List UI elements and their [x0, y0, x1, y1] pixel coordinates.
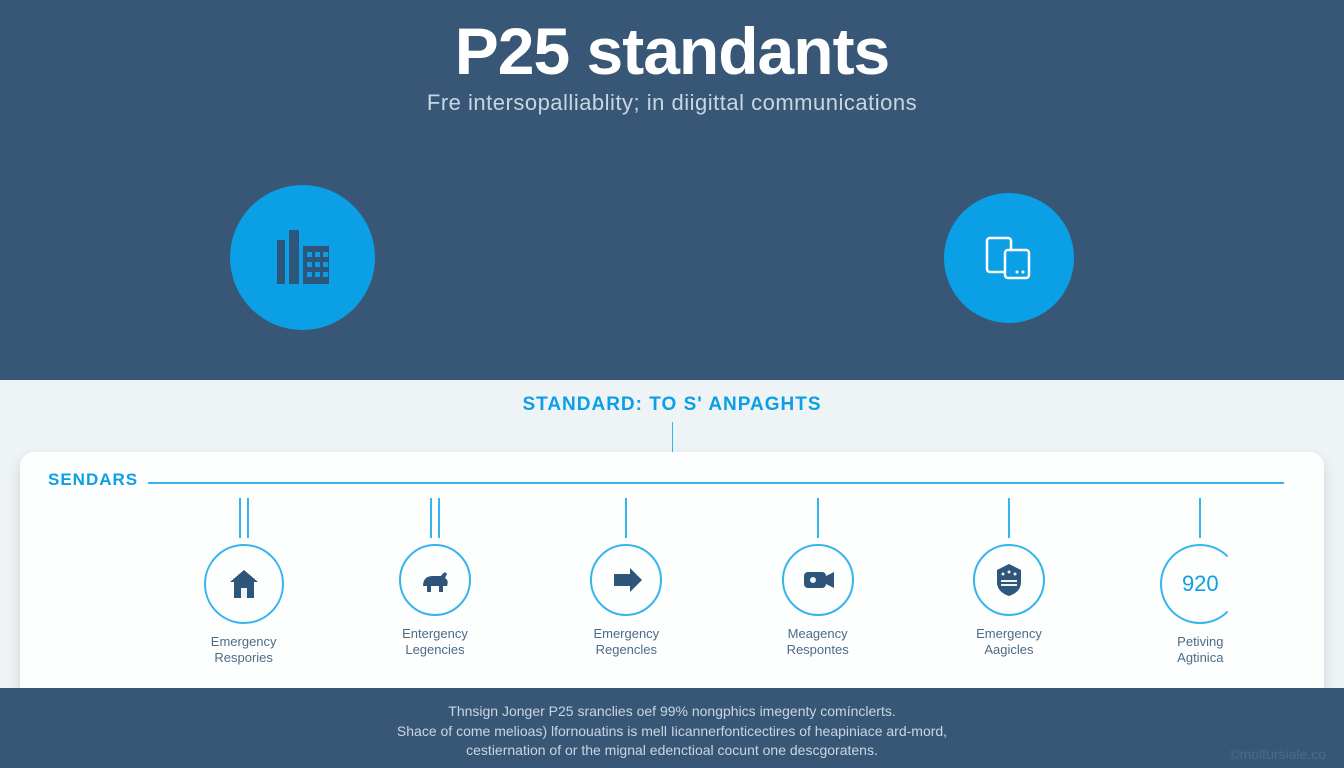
timeline-track	[148, 482, 1284, 484]
timeline-axis-label: SENDARS	[48, 470, 1296, 490]
timeline-caption: EmergencyAagicles	[976, 626, 1042, 659]
timeline-caption: PetivingAgtinica	[1177, 634, 1223, 667]
camera-icon	[798, 560, 838, 600]
timeline-items: EmergencyRespories EntergencyLegencies	[48, 498, 1296, 667]
timeline-tick	[438, 498, 440, 538]
divider-line	[672, 422, 673, 452]
timeline-tick	[817, 498, 819, 538]
badge-icon	[989, 560, 1029, 600]
timeline-item: EmergencyRegencles	[531, 498, 722, 667]
timeline-circle	[204, 544, 284, 624]
timeline-caption: EmergencyRegencles	[593, 626, 659, 659]
timeline-item: 920 PetivingAgtinica	[1105, 498, 1296, 667]
hero-section: P25 standants Fre intersopalliablity; in…	[0, 0, 1344, 380]
footer-line: Shace of come melioas) lfornouatins is m…	[0, 722, 1344, 742]
timeline-number: 920	[1182, 571, 1219, 597]
credit-text: ©moltursiale.co	[1229, 746, 1326, 762]
animal-icon	[415, 560, 455, 600]
page-subtitle: Fre intersopalliablity; in diigittal com…	[0, 90, 1344, 116]
hero-circle-right	[944, 193, 1074, 323]
timeline-tick	[1008, 498, 1010, 538]
footer-line: cestiernation of or the mignal edenctioa…	[0, 741, 1344, 761]
timeline-card: SENDARS EmergencyRespories	[20, 452, 1324, 701]
section-title: STANDARD: TO S' ANPAGHTS	[0, 380, 1344, 416]
timeline-circle	[973, 544, 1045, 616]
page-title: P25 standants	[0, 18, 1344, 84]
hero-icons-row	[0, 185, 1344, 330]
timeline-tick	[625, 498, 627, 538]
timeline-item: MeagencyRespontes	[722, 498, 913, 667]
building-icon	[267, 222, 339, 294]
timeline-circle: 920	[1160, 544, 1240, 624]
timeline-item: EntergencyLegencies	[339, 498, 530, 667]
devices-icon	[977, 226, 1041, 290]
timeline-tick	[430, 498, 432, 538]
timeline-circle	[590, 544, 662, 616]
arrow-block-icon	[606, 560, 646, 600]
timeline-caption: EntergencyLegencies	[402, 626, 468, 659]
timeline-caption: MeagencyRespontes	[787, 626, 849, 659]
footer-section: Thnsign Jonger P25 sranclies oef 99% non…	[0, 688, 1344, 768]
hero-circle-left	[230, 185, 375, 330]
footer-line: Thnsign Jonger P25 sranclies oef 99% non…	[0, 702, 1344, 722]
timeline-item: EmergencyRespories	[148, 498, 339, 667]
timeline-tick	[239, 498, 241, 538]
lower-section: STANDARD: TO S' ANPAGHTS SENDARS Emergen…	[0, 380, 1344, 768]
timeline-item: EmergencyAagicles	[913, 498, 1104, 667]
timeline-tick	[247, 498, 249, 538]
timeline-caption: EmergencyRespories	[211, 634, 277, 667]
timeline-circle	[782, 544, 854, 616]
house-icon	[224, 564, 264, 604]
timeline-tick	[1199, 498, 1201, 538]
timeline-circle	[399, 544, 471, 616]
